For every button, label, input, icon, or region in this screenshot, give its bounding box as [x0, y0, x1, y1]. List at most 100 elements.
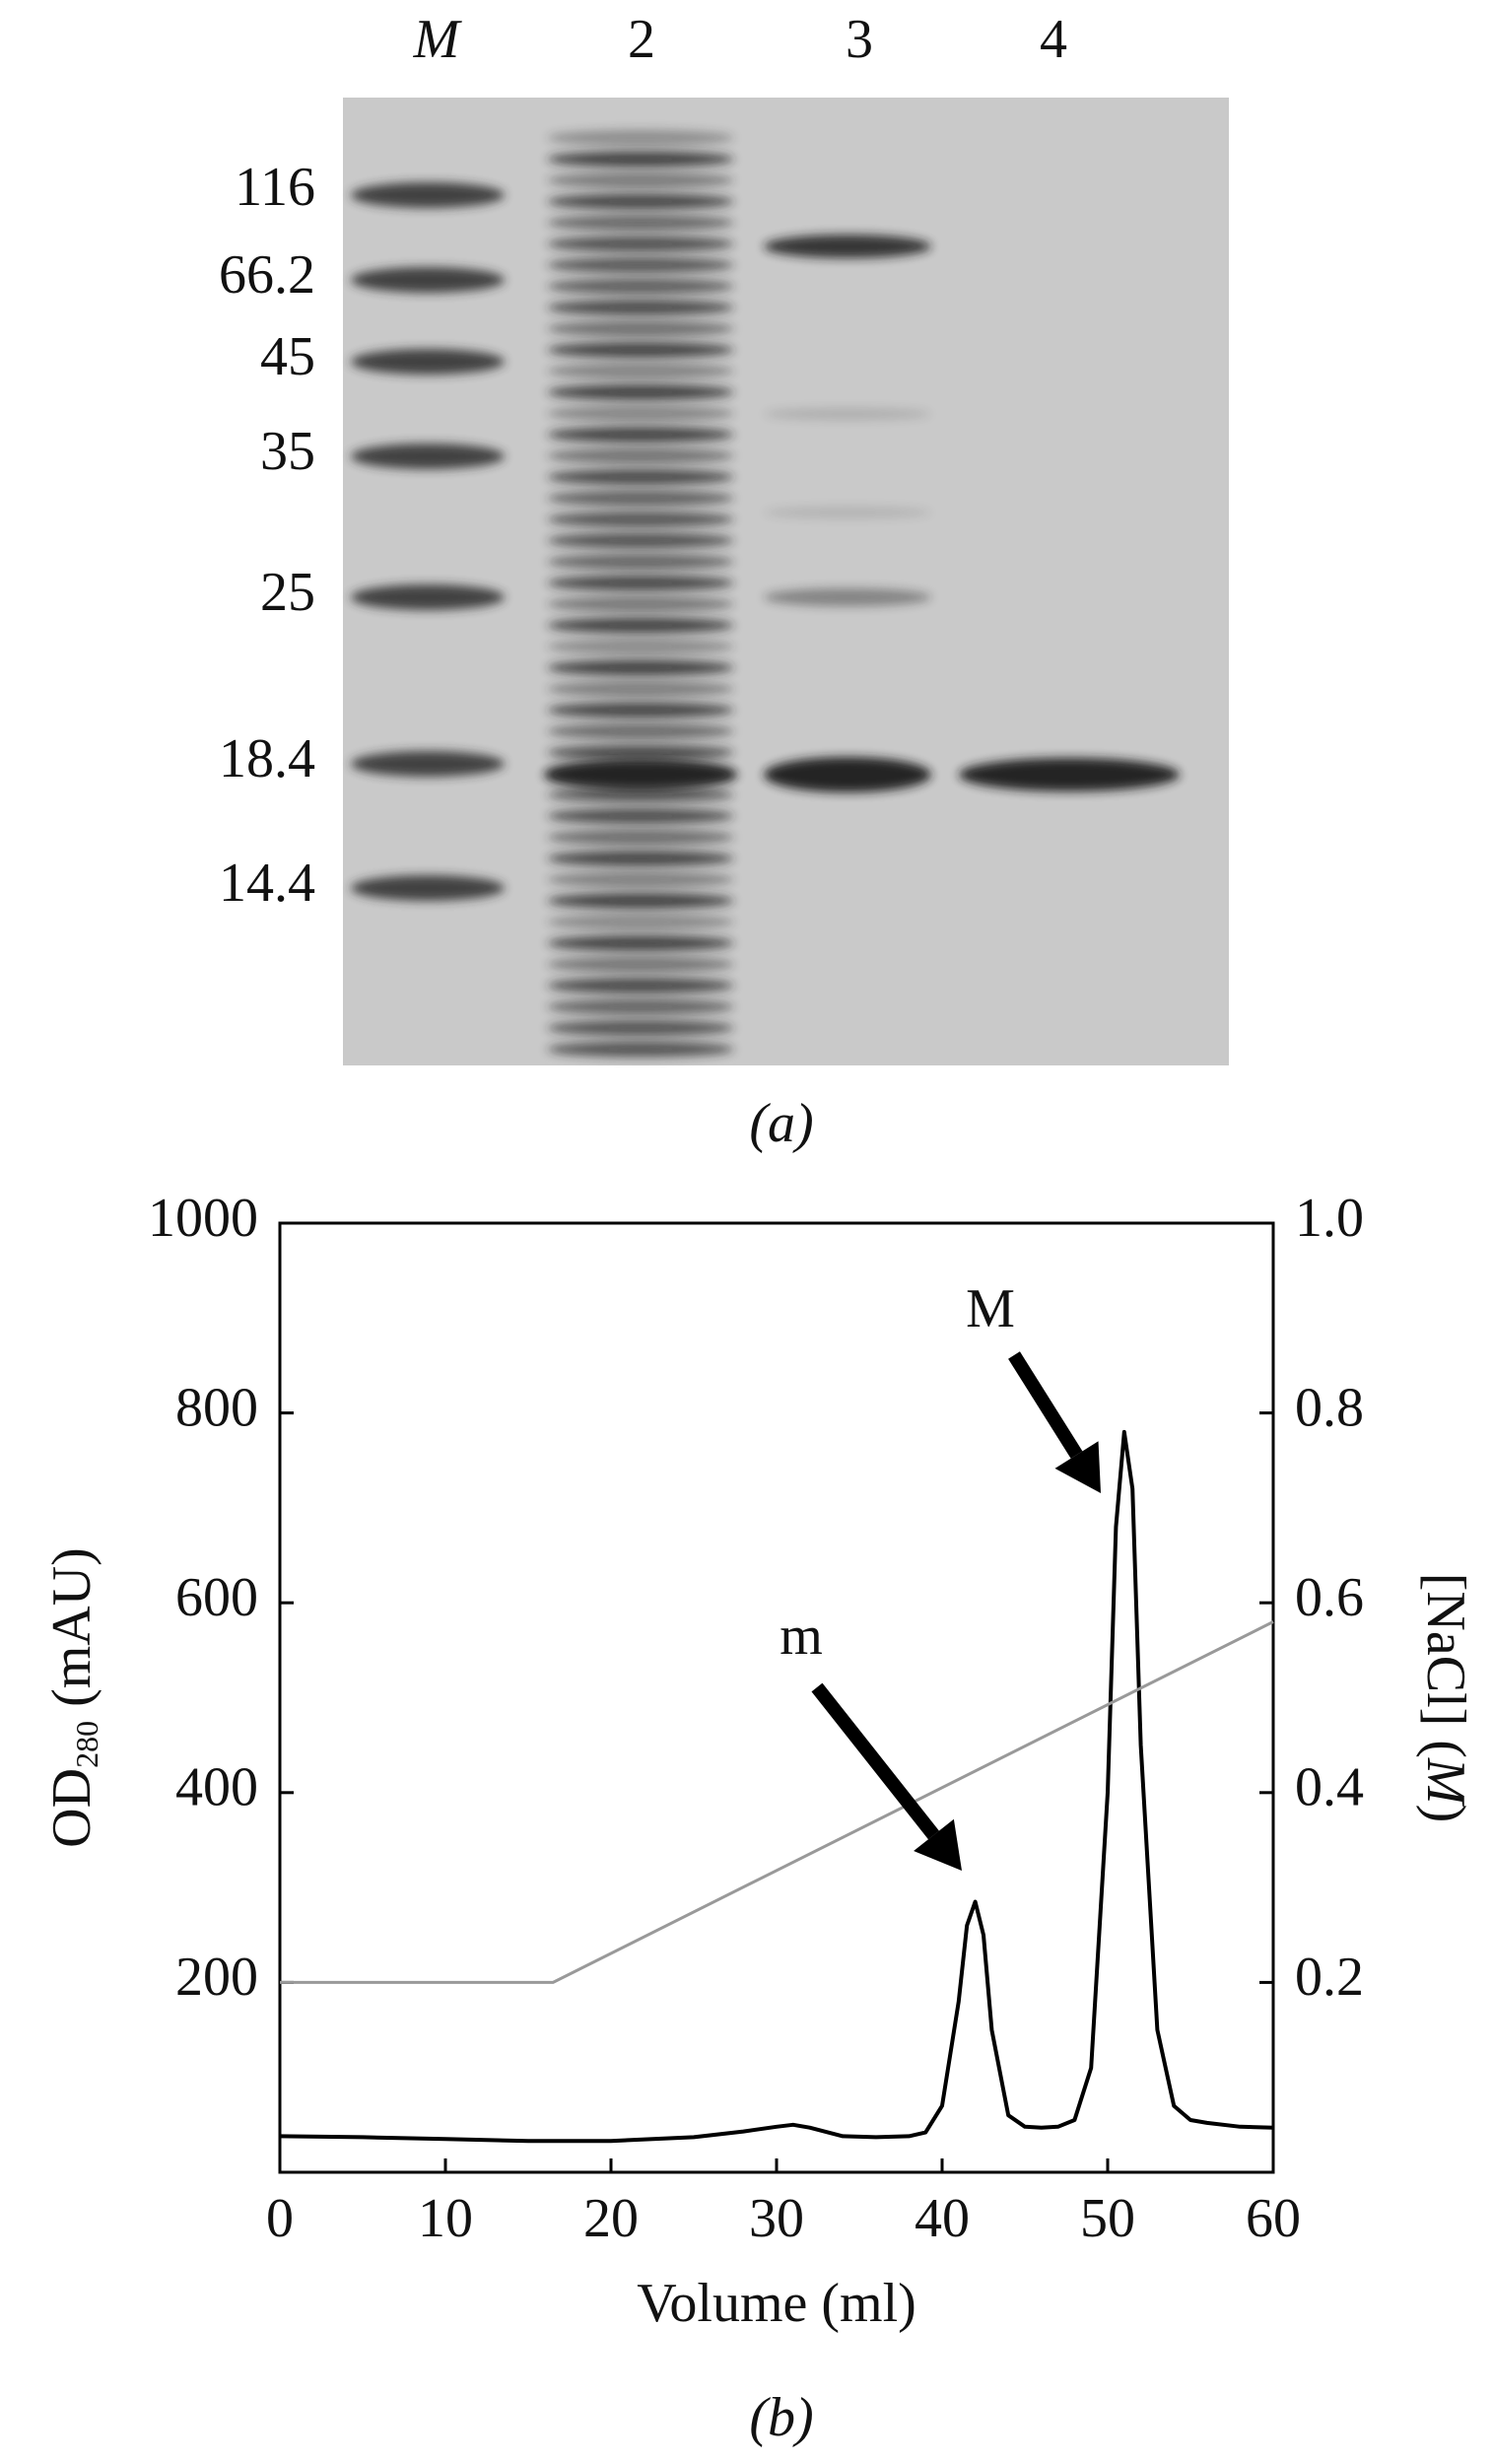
lysate-band — [547, 257, 734, 273]
lysate-band — [547, 914, 734, 930]
marker-band — [351, 182, 505, 208]
y-tick-label: 800 — [175, 1377, 258, 1438]
lysate-band — [547, 723, 734, 739]
data-line — [280, 1620, 1274, 1984]
lysate-band — [547, 384, 734, 400]
y2-tick-label: 0.4 — [1295, 1757, 1364, 1818]
lysate-band — [547, 130, 734, 146]
y2-axis-label-part: [NaCl] ( — [1415, 1573, 1476, 1758]
lysate-band — [547, 851, 734, 866]
lysate-band — [547, 702, 734, 719]
y2-axis-label-part: ) — [1415, 1805, 1476, 1823]
data-line — [279, 1429, 1274, 2144]
lysate-band — [547, 342, 734, 358]
marker-label: 116 — [235, 157, 315, 218]
lane-label: 3 — [846, 9, 873, 70]
lysate-band — [547, 469, 734, 485]
lysate-band — [547, 893, 734, 909]
marker-band — [351, 751, 505, 777]
y-axis-label-part: 280 — [69, 1721, 104, 1768]
lysate-band — [547, 1041, 734, 1058]
x-tick-label: 20 — [583, 2188, 639, 2249]
y-axis-label-part: OD — [41, 1768, 102, 1848]
lane-label: 4 — [1040, 9, 1067, 70]
lysate-band — [547, 617, 734, 634]
lysate-band — [547, 575, 734, 591]
panel-caption: (a) — [749, 1093, 813, 1154]
lane-label: 2 — [628, 9, 655, 70]
lysate-band — [547, 236, 734, 252]
marker-band — [351, 444, 505, 469]
annotation-arrowhead — [914, 1818, 962, 1871]
x-tick-label: 40 — [915, 2188, 970, 2249]
lysate-band — [547, 532, 734, 549]
marker-label: 66.2 — [219, 244, 315, 306]
y-axis-label: OD280 (mAU) — [41, 1547, 105, 1848]
y-tick-label: 400 — [175, 1757, 258, 1818]
lysate-band — [547, 808, 734, 824]
gel-background — [343, 98, 1229, 1065]
annotation: M — [966, 1278, 1015, 1339]
lysate-band — [547, 278, 734, 295]
lysate-band — [547, 215, 734, 231]
annotation-arrow — [811, 1682, 939, 1840]
lysate-band — [547, 1020, 734, 1036]
marker-band — [351, 875, 505, 901]
y-axis-label-part: (mAU) — [41, 1547, 102, 1721]
x-tick-label: 10 — [418, 2188, 473, 2249]
lysate-band — [547, 554, 734, 570]
purification-band — [764, 408, 931, 420]
lysate-band — [547, 320, 734, 337]
y-tick-label: 200 — [175, 1947, 258, 2008]
lysate-band — [547, 956, 734, 973]
lysate-band — [547, 744, 734, 761]
y-tick-label: 1000 — [148, 1188, 258, 1249]
marker-label: 18.4 — [219, 728, 315, 789]
lysate-band — [547, 681, 734, 697]
lysate-band — [547, 935, 734, 951]
marker-band — [351, 349, 505, 375]
y-tick-label: 600 — [175, 1567, 258, 1628]
lysate-band — [547, 300, 734, 315]
lysate-band — [544, 759, 737, 790]
lysate-band — [547, 998, 734, 1015]
y2-axis-label: [NaCl] (M) — [1415, 1573, 1476, 1822]
x-tick-label: 60 — [1246, 2188, 1301, 2249]
y2-tick-label: 1.0 — [1295, 1188, 1364, 1249]
x-tick-label: 50 — [1080, 2188, 1135, 2249]
annotation-arrow — [1008, 1351, 1083, 1459]
annotation-arrowhead — [1054, 1441, 1101, 1493]
lane-label: M — [413, 9, 463, 70]
lysate-band — [547, 490, 734, 507]
lysate-band — [547, 172, 734, 188]
y2-tick-label: 0.6 — [1295, 1567, 1364, 1628]
y2-tick-label: 0.2 — [1295, 1947, 1364, 2008]
lysate-band — [547, 427, 734, 443]
lysate-band — [547, 151, 734, 168]
lysate-band — [547, 639, 734, 654]
panel-caption: (b) — [749, 2387, 813, 2448]
lysate-band — [547, 447, 734, 464]
lysate-band — [547, 787, 734, 803]
marker-label: 25 — [260, 562, 315, 623]
x-tick-label: 0 — [266, 2188, 294, 2249]
lysate-band — [547, 978, 734, 993]
purification-band — [764, 235, 931, 258]
marker-label: 35 — [260, 421, 315, 482]
y2-axis-label-part: M — [1415, 1757, 1476, 1808]
lysate-band — [547, 829, 734, 846]
lysate-band — [547, 363, 734, 379]
y2-tick-label: 0.8 — [1295, 1377, 1364, 1438]
lysate-band — [547, 871, 734, 888]
annotation: m — [780, 1606, 823, 1667]
lysate-band — [547, 512, 734, 527]
purification-band — [764, 507, 931, 518]
marker-band — [351, 267, 505, 293]
purified-band — [959, 758, 1180, 791]
purification-band — [764, 588, 931, 606]
lysate-band — [547, 596, 734, 612]
marker-label: 14.4 — [219, 853, 315, 914]
purification-band — [764, 757, 931, 792]
lysate-band — [547, 405, 734, 422]
x-tick-label: 30 — [749, 2188, 804, 2249]
